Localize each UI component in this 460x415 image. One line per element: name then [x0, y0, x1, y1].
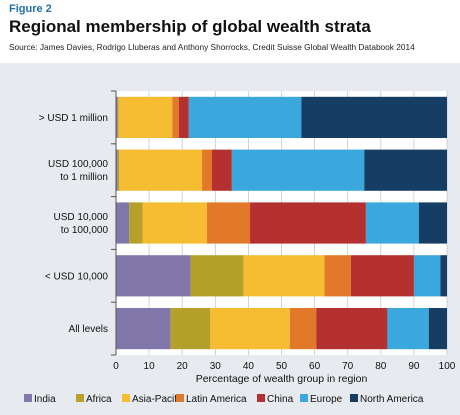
bar-segment: [316, 308, 388, 350]
legend-swatch: [257, 394, 265, 402]
bar-segment: [116, 96, 118, 138]
bar-segment: [231, 149, 365, 191]
x-tick-label: 80: [375, 361, 387, 372]
bar-segment: [202, 149, 212, 191]
legend-swatch: [176, 394, 184, 402]
bar-segment: [211, 149, 232, 191]
bar-segment: [387, 308, 429, 350]
x-tick-label: 50: [276, 361, 288, 372]
x-tick-label: 100: [439, 361, 456, 372]
bar-segment: [142, 202, 208, 244]
x-tick-label: 30: [210, 361, 222, 372]
legend-label: China: [267, 394, 294, 405]
x-tick-label: 0: [113, 361, 119, 372]
category-label: < USD 10,000: [45, 271, 109, 282]
bar-segment: [172, 96, 179, 138]
x-tick-label: 20: [177, 361, 189, 372]
bar-segment: [190, 255, 244, 297]
bar-segment: [170, 308, 211, 350]
bar-segment: [116, 255, 191, 297]
legend-swatch: [76, 394, 84, 402]
category-label: USD 10,000: [54, 212, 109, 223]
bar-segment: [365, 202, 419, 244]
bar-segment: [116, 308, 171, 350]
legend-swatch: [350, 394, 358, 402]
figure-label: Figure 2: [9, 3, 52, 15]
bar-segment: [418, 202, 447, 244]
bar-segment: [428, 308, 447, 350]
category-label: > USD 1 million: [39, 113, 108, 124]
legend-swatch: [122, 394, 130, 402]
bar-segment: [301, 96, 447, 138]
chart-source: Source: James Davies, Rodrigo Lluberas a…: [9, 42, 415, 52]
category-label: All levels: [69, 324, 108, 335]
x-tick-label: 10: [144, 361, 156, 372]
x-axis-title: Percentage of wealth group in region: [196, 373, 368, 385]
bar-segment: [116, 202, 130, 244]
bar-segment: [210, 308, 290, 350]
bar-segment: [351, 255, 414, 297]
bar-segment: [118, 96, 173, 138]
x-tick-label: 60: [309, 361, 321, 372]
bar-segment: [243, 255, 325, 297]
bar-segment: [250, 202, 366, 244]
legend-label: Africa: [86, 394, 112, 405]
legend-label: Europe: [310, 394, 343, 405]
bar-segment: [129, 202, 143, 244]
stacked-bar-chart: > USD 1 million USD 100,000 to 1 million US…: [24, 90, 456, 405]
bar-segment: [119, 149, 203, 191]
legend-swatch: [24, 394, 32, 402]
bar-segment: [116, 149, 118, 191]
legend-swatch: [300, 394, 308, 402]
category-label: to 1 million: [60, 172, 108, 183]
legend-label: North America: [360, 394, 424, 405]
legend-label: Asia-Pacific: [132, 394, 184, 405]
bar-segment: [364, 149, 447, 191]
bar-segment: [289, 308, 317, 350]
x-tick-label: 90: [408, 361, 420, 372]
legend-label: India: [34, 394, 56, 405]
bar-segment: [117, 149, 120, 191]
bar-segment: [188, 96, 302, 138]
bar-segment: [178, 96, 189, 138]
bar-segment: [413, 255, 441, 297]
bar-segment: [207, 202, 251, 244]
bar-segment: [324, 255, 352, 297]
x-tick-label: 70: [342, 361, 354, 372]
bar-segment: [440, 255, 447, 297]
legend-label: Latin America: [186, 394, 247, 405]
category-label: USD 100,000: [48, 159, 108, 170]
bar-segment: [117, 96, 119, 138]
category-label: to 100,000: [61, 225, 109, 236]
x-tick-label: 40: [243, 361, 255, 372]
chart-title: Regional membership of global wealth str…: [9, 17, 371, 36]
